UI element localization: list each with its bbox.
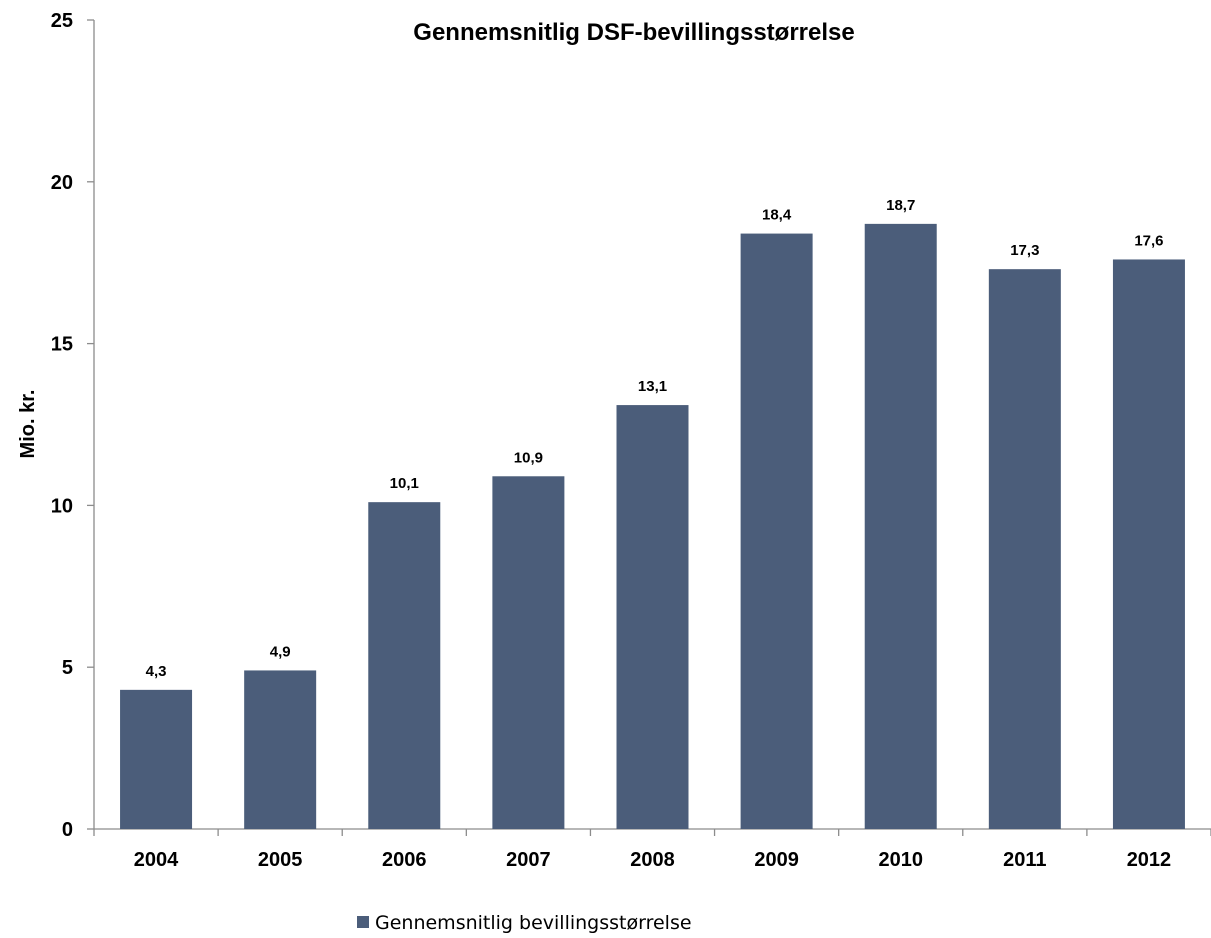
legend-swatch — [357, 916, 369, 928]
x-tick-label-2005: 2005 — [258, 849, 303, 871]
bar-2007 — [492, 476, 565, 829]
data-labels: 4,3 4,9 10,1 10,9 13,1 18,4 18,7 17,3 17,6 — [146, 197, 1164, 680]
bar-2005 — [244, 670, 317, 829]
x-tick-label-2006: 2006 — [382, 849, 427, 871]
y-tick-label: 20 — [51, 172, 73, 194]
x-tick-label-2010: 2010 — [878, 849, 923, 871]
bar-series — [120, 223, 1185, 830]
bar-2008 — [616, 405, 689, 829]
data-label-2011: 17,3 — [1010, 242, 1039, 259]
bar-2004 — [120, 689, 193, 829]
data-label-2008: 13,1 — [638, 378, 667, 395]
y-tick-label: 0 — [62, 819, 73, 841]
x-tick-label-2011: 2011 — [1003, 849, 1046, 871]
y-tick-label: 5 — [62, 657, 73, 679]
x-tick-label-2007: 2007 — [506, 849, 551, 871]
chart-title: Gennemsnitlig DSF-bevillingsstørrelse — [413, 19, 854, 46]
data-label-2007: 10,9 — [514, 449, 543, 466]
bar-2012 — [1112, 259, 1185, 829]
data-label-2010: 18,7 — [886, 197, 915, 214]
y-tick-label: 25 — [51, 10, 73, 32]
legend-label: Gennemsnitlig bevillingsstørrelse — [375, 912, 692, 934]
y-tick-label: 10 — [51, 495, 73, 517]
data-label-2009: 18,4 — [762, 207, 792, 224]
legend: Gennemsnitlig bevillingsstørrelse — [357, 912, 692, 934]
x-tick-label-2012: 2012 — [1127, 849, 1172, 871]
y-axis: 0 5 10 15 20 25 — [51, 10, 95, 841]
x-tick-label-2008: 2008 — [630, 849, 675, 871]
data-label-2005: 4,9 — [270, 643, 291, 660]
bar-2006 — [368, 502, 441, 829]
x-tick-labels: 2004 2005 2006 2007 2008 2009 2010 2011 2012 — [134, 849, 1171, 871]
x-tick-label-2009: 2009 — [754, 849, 799, 871]
data-label-2006: 10,1 — [390, 475, 419, 492]
y-tick-label: 15 — [51, 334, 73, 356]
bar-2011 — [988, 269, 1061, 829]
x-axis — [93, 828, 1211, 836]
x-tick-label-2004: 2004 — [134, 849, 179, 871]
y-axis-label: Mio. kr. — [17, 390, 39, 459]
data-label-2012: 17,6 — [1134, 232, 1163, 249]
bar-2010 — [864, 223, 937, 830]
data-label-2004: 4,3 — [146, 663, 167, 680]
bar-2009 — [740, 233, 813, 830]
